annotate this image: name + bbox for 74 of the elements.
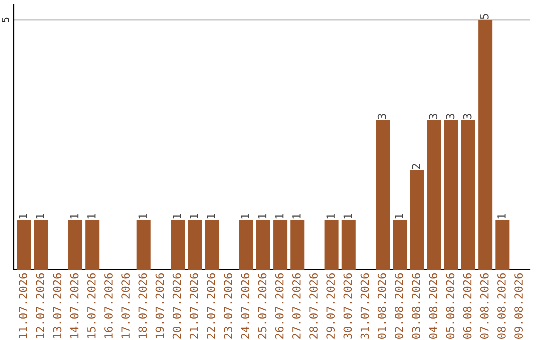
bar <box>427 120 442 270</box>
x-tick-label: 28.07.2026 <box>310 273 318 339</box>
x-tick-label: 02.08.2026 <box>394 273 404 339</box>
data-label: 1 <box>207 214 216 219</box>
data-label: 1 <box>138 214 147 219</box>
bar <box>68 220 83 270</box>
data-label: 1 <box>190 214 198 219</box>
data-label: 1 <box>395 214 404 219</box>
x-tick-label: 29.07.2026 <box>326 273 336 339</box>
x-tick-label: 26.07.2026 <box>275 273 284 339</box>
bar <box>171 220 186 270</box>
bar <box>34 220 48 270</box>
x-tick-label: 20.07.2026 <box>172 273 182 339</box>
data-label: 1 <box>326 214 335 219</box>
x-tick-label: 27.07.2026 <box>292 273 301 339</box>
x-tick-label: 06.08.2026 <box>463 273 472 339</box>
data-label: 1 <box>344 214 352 219</box>
x-tick-label: 01.08.2026 <box>378 273 386 339</box>
bar <box>86 220 100 270</box>
bar <box>393 220 408 270</box>
data-label: 1 <box>241 214 250 219</box>
data-label: 1 <box>70 214 79 219</box>
x-tick-label: 05.08.2026 <box>446 273 455 339</box>
x-tick-label: 21.07.2026 <box>190 273 198 339</box>
bar <box>188 220 202 270</box>
x-tick-label: 15.07.2026 <box>87 273 96 338</box>
x-tick-label: 14.07.2026 <box>70 273 79 338</box>
bar <box>444 120 458 270</box>
bar <box>136 220 151 270</box>
data-label: 3 <box>463 114 472 120</box>
data-label: 1 <box>276 214 284 219</box>
x-tick-label: 08.08.2026 <box>498 273 506 339</box>
x-tick-label: 07.08.2026 <box>480 273 489 339</box>
x-tick-label: 24.07.2026 <box>241 273 250 339</box>
x-tick-label: 16.07.2026 <box>104 273 113 338</box>
x-tick-label: 25.07.2026 <box>258 273 267 339</box>
data-label: 3 <box>378 114 386 120</box>
x-tick-label: 22.07.2026 <box>207 273 216 339</box>
bar <box>342 220 356 270</box>
x-tick-label: 13.07.2026 <box>53 273 62 338</box>
x-tick-label: 31.07.2026 <box>360 273 370 339</box>
x-tick-label: 17.07.2026 <box>122 273 130 338</box>
bar <box>205 220 220 270</box>
bar <box>290 220 305 270</box>
data-label: 2 <box>412 164 420 170</box>
x-tick-label: 30.07.2026 <box>344 273 352 339</box>
x-tick-label: 04.08.2026 <box>429 273 438 339</box>
bar <box>239 220 254 270</box>
x-tick-label: 23.07.2026 <box>224 273 233 339</box>
x-tick-label: 09.08.2026 <box>514 273 523 339</box>
data-label: 1 <box>19 214 28 219</box>
bar <box>17 220 32 270</box>
x-tick-label: 19.07.2026 <box>156 273 164 338</box>
data-label: 5 <box>480 14 489 20</box>
bar <box>274 220 288 270</box>
bar <box>256 220 270 270</box>
bar <box>410 170 424 270</box>
bar <box>496 220 510 270</box>
x-tick-label: 12.07.2026 <box>36 273 45 338</box>
data-label: 3 <box>429 114 438 120</box>
data-label: 1 <box>258 214 267 219</box>
data-label: 1 <box>498 214 506 219</box>
data-label: 1 <box>173 214 182 219</box>
data-label: 1 <box>36 214 44 219</box>
bar <box>461 120 476 270</box>
data-label: 1 <box>88 214 96 219</box>
data-label: 3 <box>446 114 455 120</box>
x-tick-label: 03.08.2026 <box>412 273 420 339</box>
data-label: 1 <box>292 214 301 219</box>
x-tick-label: 11.07.2026 <box>19 273 28 338</box>
bar <box>324 220 339 270</box>
bar <box>478 20 493 270</box>
x-tick-label: 18.07.2026 <box>138 273 148 338</box>
bar <box>376 120 390 270</box>
